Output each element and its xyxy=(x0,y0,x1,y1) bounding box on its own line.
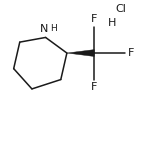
Text: Cl: Cl xyxy=(116,4,126,14)
Text: F: F xyxy=(128,48,134,58)
Text: N: N xyxy=(40,24,48,34)
Text: H: H xyxy=(107,18,116,28)
Text: H: H xyxy=(51,24,57,33)
Text: F: F xyxy=(91,82,97,92)
Polygon shape xyxy=(67,50,94,56)
Text: F: F xyxy=(91,14,97,24)
